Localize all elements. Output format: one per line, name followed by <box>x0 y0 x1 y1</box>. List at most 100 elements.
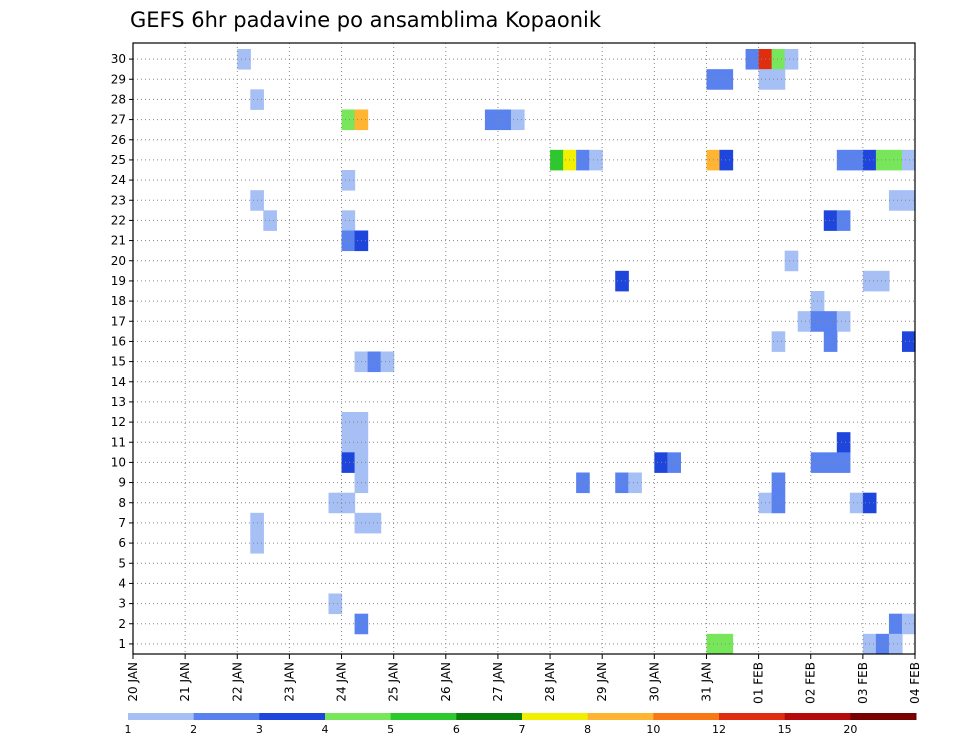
x-tick-label: 22 JAN <box>230 662 244 702</box>
heatmap-cell <box>341 452 356 473</box>
heatmap-cell <box>888 613 903 635</box>
colorbar-label: 8 <box>584 723 591 736</box>
heatmap-cell <box>901 190 916 211</box>
heatmap-cell <box>576 149 590 171</box>
y-tick-label: 6 <box>118 536 126 550</box>
heatmap-cell <box>263 210 277 231</box>
x-tick-label: 02 FEB <box>804 662 818 704</box>
colorbar-swatch <box>784 713 851 720</box>
y-tick-label: 1 <box>118 637 126 651</box>
x-tick-label: 27 JAN <box>491 662 505 702</box>
x-tick-label: 29 JAN <box>595 662 609 702</box>
heatmap-cell <box>823 210 838 231</box>
x-tick-label: 28 JAN <box>543 662 557 702</box>
heatmap-cell <box>849 492 864 514</box>
y-tick-label: 27 <box>111 113 126 127</box>
heatmap-cell <box>771 49 786 70</box>
colorbar-swatch <box>850 713 917 720</box>
heatmap-cell <box>497 109 512 131</box>
ensemble-cells <box>237 49 916 655</box>
heatmap-cell <box>901 331 916 352</box>
y-tick-label: 20 <box>111 254 126 268</box>
x-tick-label: 31 JAN <box>699 662 713 702</box>
heatmap-cell <box>888 633 903 655</box>
heatmap-cell <box>797 311 812 332</box>
heatmap-cell <box>836 210 851 231</box>
heatmap-cell <box>784 250 799 272</box>
heatmap-cell <box>341 432 356 453</box>
heatmap-cell <box>875 633 890 655</box>
heatmap-cell <box>719 149 734 171</box>
y-tick-label: 5 <box>118 556 126 570</box>
heatmap-cell <box>237 49 251 70</box>
heatmap-cell <box>328 593 343 615</box>
y-tick-label: 25 <box>111 153 126 167</box>
heatmap-cell <box>771 69 786 90</box>
y-tick-label: 16 <box>111 334 126 348</box>
colorbar-label: 1 <box>125 723 132 736</box>
y-tick-label: 7 <box>118 516 126 530</box>
colorbar-legend: 1 2 3 4 5 6 7 8 10 12 15 20 <box>125 713 917 736</box>
x-tick-label: 24 JAN <box>335 662 349 702</box>
y-tick-label: 19 <box>111 274 126 288</box>
colorbar-label: 12 <box>712 723 726 736</box>
colorbar-label: 10 <box>646 723 660 736</box>
x-tick-label: 04 FEB <box>908 662 922 704</box>
colorbar-label: 4 <box>322 723 329 736</box>
x-tick-label: 21 JAN <box>178 662 192 702</box>
y-tick-label: 22 <box>111 213 126 227</box>
heatmap-cell <box>367 351 382 373</box>
heatmap-cell <box>550 149 564 171</box>
colorbar-swatch <box>456 713 523 720</box>
plot-frame <box>132 42 916 655</box>
y-tick-label: 28 <box>111 92 126 106</box>
y-tick-label: 21 <box>111 234 126 248</box>
heatmap-cell <box>836 432 851 453</box>
y-tick-label: 11 <box>111 435 126 449</box>
colorbar-swatch <box>587 713 654 720</box>
colorbar-swatch <box>193 713 260 720</box>
heatmap-cell <box>367 512 382 534</box>
heatmap-cell <box>784 49 799 70</box>
heatmap-cell <box>341 492 356 514</box>
y-tick-label: 12 <box>111 415 126 429</box>
heatmap-cell <box>589 149 603 171</box>
heatmap-cell <box>823 311 838 332</box>
colorbar-label: 2 <box>190 723 197 736</box>
colorbar-label: 3 <box>256 723 263 736</box>
colorbar-label: 15 <box>778 723 792 736</box>
y-tick-label: 9 <box>118 476 126 490</box>
colorbar-swatch <box>128 713 195 720</box>
colorbar-swatch <box>653 713 720 720</box>
heatmap-cell <box>771 492 786 514</box>
heatmap-cell <box>836 311 851 332</box>
grid-lines <box>133 43 915 654</box>
heatmap-cell <box>823 452 838 473</box>
heatmap-cell <box>341 412 356 433</box>
heatmap-cell <box>341 170 356 191</box>
heatmap-cell <box>341 210 356 231</box>
heatmap-cell <box>875 270 890 292</box>
heatmap-cell <box>615 270 629 292</box>
x-tick-label: 30 JAN <box>647 662 661 702</box>
x-axis: 20 JAN 21 JAN 22 JAN 23 JAN 24 JAN 25 JAN 26 J… <box>126 654 922 704</box>
y-tick-label: 24 <box>111 173 126 187</box>
colorbar-swatch <box>325 713 392 720</box>
heatmap-cell <box>888 149 903 171</box>
colorbar-swatch <box>390 713 457 720</box>
heatmap-cell <box>615 472 629 494</box>
heatmap-cell <box>380 351 395 373</box>
heatmap-cell <box>484 109 499 131</box>
heatmap-cell <box>901 613 916 635</box>
heatmap-cell <box>667 452 681 473</box>
colorbar-label: 7 <box>519 723 526 736</box>
heatmap-cell <box>836 452 851 473</box>
heatmap-cell <box>888 190 903 211</box>
y-tick-label: 8 <box>118 496 126 510</box>
heatmap-cell <box>771 472 786 494</box>
y-tick-label: 10 <box>111 455 126 469</box>
heatmap-cell <box>771 331 786 352</box>
heatmap-cell <box>901 149 916 171</box>
y-tick-label: 23 <box>111 193 126 207</box>
